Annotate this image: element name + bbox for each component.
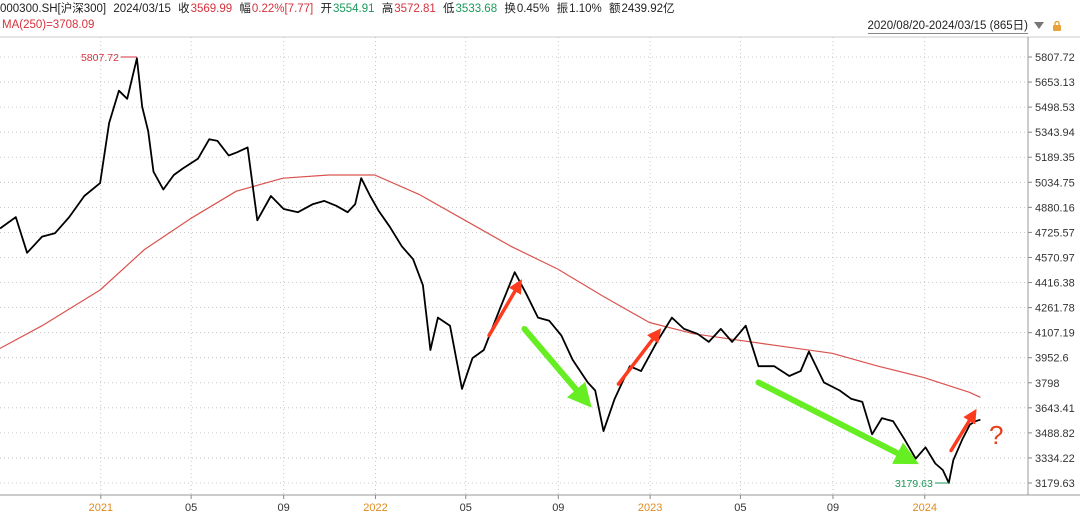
down-trend-arrow — [755, 379, 919, 465]
question-mark: ? — [989, 420, 1003, 450]
turnover-value: 0.45% — [516, 3, 550, 15]
y-tick-label: 4880.16 — [1035, 202, 1075, 214]
x-tick-label: 2023 — [638, 502, 662, 514]
y-tick-label: 3179.63 — [1035, 478, 1075, 490]
down-trend-arrow — [521, 325, 592, 408]
y-tick-label: 5498.53 — [1035, 102, 1075, 114]
y-tick-label: 4261.78 — [1035, 303, 1075, 315]
x-tick-label: 09 — [827, 502, 839, 514]
x-tick-label: 2024 — [913, 502, 937, 514]
y-tick-label: 3643.41 — [1035, 403, 1075, 415]
low-label: 低 — [443, 3, 455, 15]
low-value: 3533.68 — [455, 3, 498, 15]
ma-indicator-label: MA(250)=3708.09 — [2, 19, 95, 31]
y-tick-label: 4416.38 — [1035, 278, 1075, 290]
y-tick-label: 3334.22 — [1035, 453, 1075, 465]
amount-value: 2439.92亿 — [621, 3, 675, 15]
y-tick-label: 5653.13 — [1035, 77, 1075, 89]
change-label: 幅 — [239, 3, 251, 15]
max-label: 5807.72 — [81, 52, 119, 64]
change-value: 0.22%[7.77] — [251, 3, 314, 15]
y-tick-label: 3488.82 — [1035, 428, 1075, 440]
high-value: 3572.81 — [394, 3, 436, 15]
y-tick-label: 3952.6 — [1035, 353, 1069, 365]
y-tick-label: 4570.97 — [1035, 252, 1075, 264]
high-label: 高 — [381, 3, 394, 15]
open-value: 3554.91 — [332, 3, 375, 15]
quote-header-bar: 000300.SH[沪深300] 2024/03/15 收3569.99 幅0.… — [0, 0, 1080, 18]
open-label: 开 — [320, 3, 332, 15]
y-tick-label: 5034.75 — [1035, 177, 1075, 189]
x-tick-label: 05 — [185, 502, 197, 514]
y-tick-label: 4725.57 — [1035, 227, 1075, 239]
amplitude-value: 1.10% — [569, 3, 602, 15]
x-tick-label: 09 — [552, 502, 564, 514]
close-value: 3569.99 — [190, 3, 233, 15]
y-tick-label: 5807.72 — [1035, 52, 1075, 64]
turnover-label: 换 — [504, 3, 516, 15]
x-tick-label: 2022 — [363, 502, 387, 514]
min-label: 3179.63 — [895, 478, 933, 490]
x-tick-label: 09 — [278, 502, 290, 514]
y-tick-label: 5343.94 — [1035, 127, 1075, 139]
y-tick-label: 5189.35 — [1035, 152, 1075, 164]
x-tick-label: 05 — [734, 502, 746, 514]
close-label: 收 — [178, 3, 190, 15]
price-line — [0, 57, 981, 484]
y-tick-label: 4107.19 — [1035, 328, 1075, 340]
triangle-down-icon[interactable] — [1034, 22, 1044, 29]
ma250-line — [0, 174, 981, 398]
up-trend-arrow — [616, 328, 662, 386]
symbol-label[interactable]: 000300.SH[沪深300] — [0, 3, 107, 15]
y-tick-label: 3798 — [1035, 378, 1059, 390]
date-label: 2024/03/15 — [113, 3, 171, 15]
lock-icon[interactable] — [1051, 20, 1063, 32]
x-tick-label: 2021 — [89, 502, 113, 514]
amount-label: 额 — [608, 3, 621, 15]
x-tick-label: 05 — [460, 502, 472, 514]
up-trend-arrow — [487, 279, 522, 338]
date-range-selector[interactable]: 2020/08/20-2024/03/15 (865日) — [867, 20, 1028, 34]
up-trend-arrow — [949, 408, 977, 453]
amplitude-label: 振 — [556, 3, 569, 15]
